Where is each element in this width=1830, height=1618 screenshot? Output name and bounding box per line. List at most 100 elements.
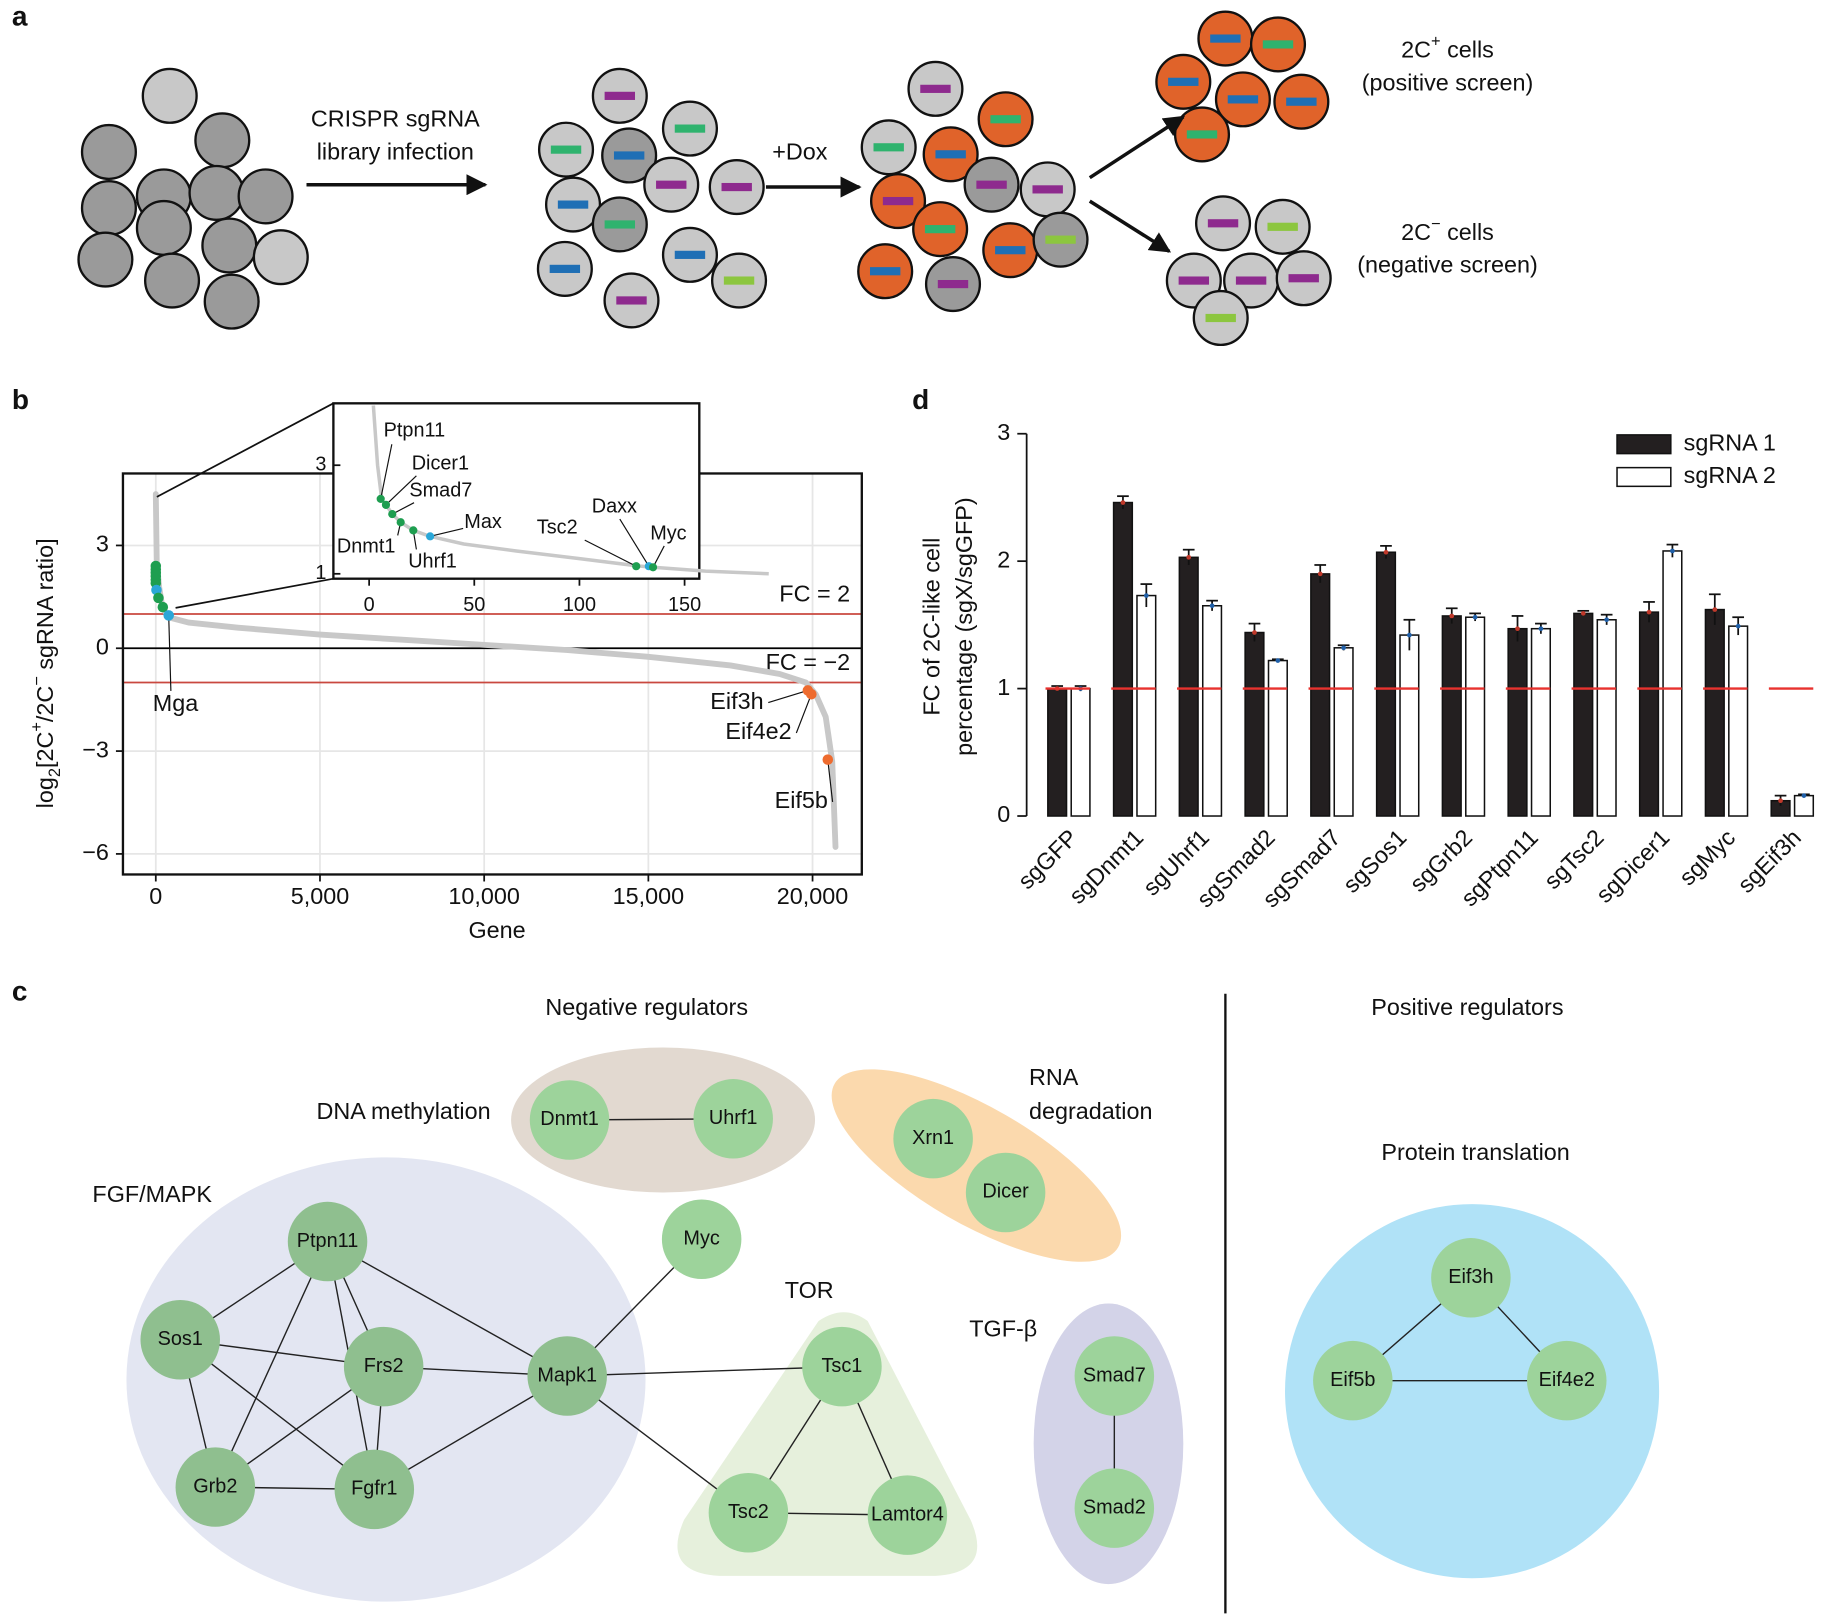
y-tick-label: 1 (997, 674, 1010, 700)
x-tick-label: sgMyc (1674, 824, 1740, 890)
bar (1441, 615, 1462, 817)
sgrna-bar (674, 124, 706, 133)
node-circle (287, 1201, 368, 1282)
point-label: Eif4e2 (725, 718, 791, 744)
node-label: Fgfr1 (351, 1478, 397, 1500)
node-label: Smad7 (1083, 1364, 1146, 1386)
panel-c: Negative regulators Positive regulators DN… (92, 993, 1660, 1614)
node-circle (965, 1152, 1046, 1233)
bar (1573, 612, 1594, 817)
sgrna-bar (1227, 95, 1259, 104)
sgrna-bar (995, 246, 1026, 255)
bar (1267, 659, 1288, 817)
node: Myc (661, 1199, 742, 1279)
leader-line (168, 615, 172, 691)
node-label: Eif3h (1448, 1266, 1493, 1288)
node-circle (893, 1098, 973, 1179)
x-tick-label: 20,000 (777, 883, 849, 909)
bar (1333, 647, 1354, 817)
section-header: Negative regulators (545, 994, 748, 1020)
node: Ptpn11 (287, 1201, 368, 1282)
node-circle (1313, 1340, 1393, 1421)
node-label: Eif5b (1330, 1369, 1375, 1391)
population-label: 2C− cells (1401, 215, 1494, 245)
module-label: degradation (1029, 1098, 1152, 1124)
node: Smad7 (1074, 1336, 1155, 1416)
text-part: /2C (32, 686, 58, 722)
bar (1596, 619, 1617, 817)
y-axis-title: FC of 2C-like cell (918, 538, 944, 716)
y-tick-label: −6 (82, 839, 109, 865)
bar (1530, 627, 1552, 817)
edge (567, 1365, 842, 1377)
node-label: Dnmt1 (540, 1108, 599, 1130)
bar-top-dot (1580, 611, 1586, 616)
y-tick-label: 3 (96, 531, 109, 557)
point-label: Ptpn11 (384, 420, 445, 442)
bar-top-dot (1670, 548, 1675, 554)
bar-top-dot (1186, 554, 1192, 560)
reference-label: FC = 2 (779, 580, 850, 606)
bar-top-dot (1449, 613, 1455, 619)
sgrna-bar (616, 296, 647, 305)
step-label: library infection (317, 138, 474, 164)
node-label: Frs2 (364, 1355, 404, 1377)
cell (203, 273, 260, 330)
point-label: Tsc2 (537, 517, 578, 539)
bar-top-dot (1252, 630, 1257, 635)
node: Smad2 (1074, 1468, 1155, 1548)
point-label: Uhrf1 (408, 551, 457, 573)
sgrna-bar (1286, 97, 1317, 106)
node-circle (175, 1447, 256, 1527)
sgrna-bar (721, 182, 752, 192)
node-circle (661, 1199, 742, 1279)
y-axis-title: percentage (sgX/sgGFP) (951, 497, 977, 756)
point-label: Eif5b (775, 787, 828, 813)
sgrna-bar (1205, 313, 1236, 323)
y-tick-label: 3 (997, 419, 1010, 445)
bar (1112, 501, 1134, 817)
panel-label: c (12, 976, 28, 1007)
bar-top-dot (1120, 500, 1126, 505)
leader-line (768, 689, 809, 704)
y-tick-label: −3 (82, 736, 109, 762)
sgrna-bar (990, 115, 1021, 124)
node: Sos1 (140, 1300, 220, 1380)
bar (1465, 616, 1486, 817)
highlight-point (163, 610, 174, 621)
node-label: Dicer (982, 1181, 1029, 1203)
x-tick-label: 5,000 (291, 883, 350, 909)
node: Xrn1 (893, 1098, 973, 1179)
bar (1136, 594, 1157, 817)
highlight-point (157, 601, 169, 613)
sgrna-bar (869, 267, 901, 276)
node-circle (140, 1300, 220, 1380)
bar (1047, 687, 1068, 817)
node: Tsc2 (708, 1473, 789, 1553)
sgrna-bar (604, 220, 636, 229)
point-label: Smad7 (409, 479, 472, 501)
node: Eif4e2 (1527, 1340, 1607, 1421)
bar-top-dot (1317, 571, 1323, 577)
highlight-point (388, 509, 397, 519)
node-label: Grb2 (193, 1475, 237, 1497)
text-part: + (28, 722, 46, 732)
node: Eif5b (1313, 1340, 1393, 1421)
bar (1662, 550, 1683, 817)
legend-swatch (1616, 466, 1672, 488)
node: Dnmt1 (529, 1080, 610, 1160)
cell (252, 229, 309, 286)
sgrna-bar (873, 143, 904, 152)
population-label: (negative screen) (1357, 252, 1538, 278)
sgrna-bar (1207, 219, 1239, 228)
bar-top-dot (1209, 603, 1215, 609)
module-label: DNA methylation (316, 1098, 490, 1124)
bar-top-dot (1383, 549, 1389, 555)
x-tick-label: sgSos1 (1338, 824, 1412, 898)
x-tick-label: 0 (364, 594, 375, 616)
bar-top-dot (1341, 645, 1346, 651)
legend-swatch (1616, 434, 1672, 455)
